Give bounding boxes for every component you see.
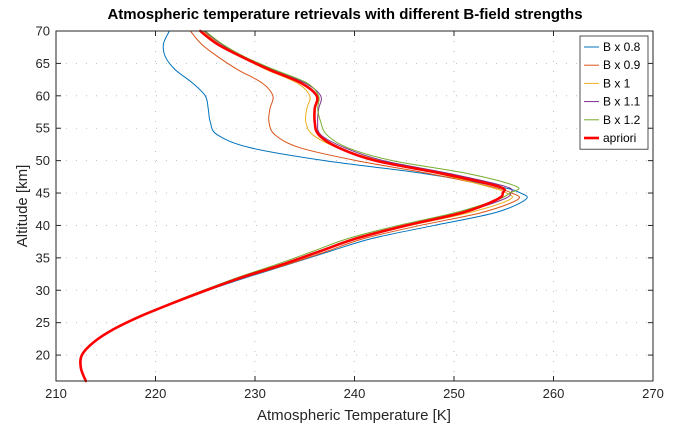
- x-axis: 210 220 230 240 250 260 270: [45, 31, 664, 401]
- y-tick-label: 70: [36, 24, 50, 39]
- legend-label: B x 0.8: [603, 40, 641, 54]
- x-tick-label: 220: [145, 386, 167, 401]
- y-tick-label: 20: [36, 348, 50, 363]
- series-line-apriori: [79, 29, 506, 383]
- y-tick-label: 30: [36, 283, 50, 298]
- x-tick-label: 240: [344, 386, 366, 401]
- y-axis: 20 25 30 35 40 45 50 55 60 65 70: [36, 24, 653, 363]
- plot-area: [56, 31, 653, 381]
- legend-label: B x 0.9: [603, 58, 641, 72]
- y-axis-label: Altitude [km]: [14, 165, 31, 248]
- y-tick-label: 35: [36, 250, 50, 265]
- legend: B x 0.8 B x 0.9 B x 1 B x 1.1 B x 1.2 apriori: [579, 35, 649, 150]
- x-tick-label: 260: [543, 386, 565, 401]
- y-tick-label: 25: [36, 315, 50, 330]
- x-tick-label: 210: [45, 386, 67, 401]
- x-tick-label: 270: [642, 386, 664, 401]
- y-tick-label: 60: [36, 88, 50, 103]
- legend-label: B x 1.1: [603, 95, 641, 109]
- y-tick-label: 45: [36, 186, 50, 201]
- legend-label: B x 1.2: [603, 113, 641, 127]
- chart-title: Atmospheric temperature retrievals with …: [107, 6, 582, 23]
- legend-label: apriori: [603, 131, 636, 145]
- x-tick-label: 250: [443, 386, 465, 401]
- legend-label: B x 1: [603, 76, 631, 90]
- y-tick-label: 50: [36, 153, 50, 168]
- legend-box: [579, 35, 649, 150]
- x-axis-label: Atmospheric Temperature [K]: [257, 407, 451, 424]
- series-lines: [79, 29, 528, 383]
- x-tick-label: 230: [244, 386, 266, 401]
- y-tick-label: 40: [36, 218, 50, 233]
- y-tick-label: 65: [36, 56, 50, 71]
- y-tick-label: 55: [36, 121, 50, 136]
